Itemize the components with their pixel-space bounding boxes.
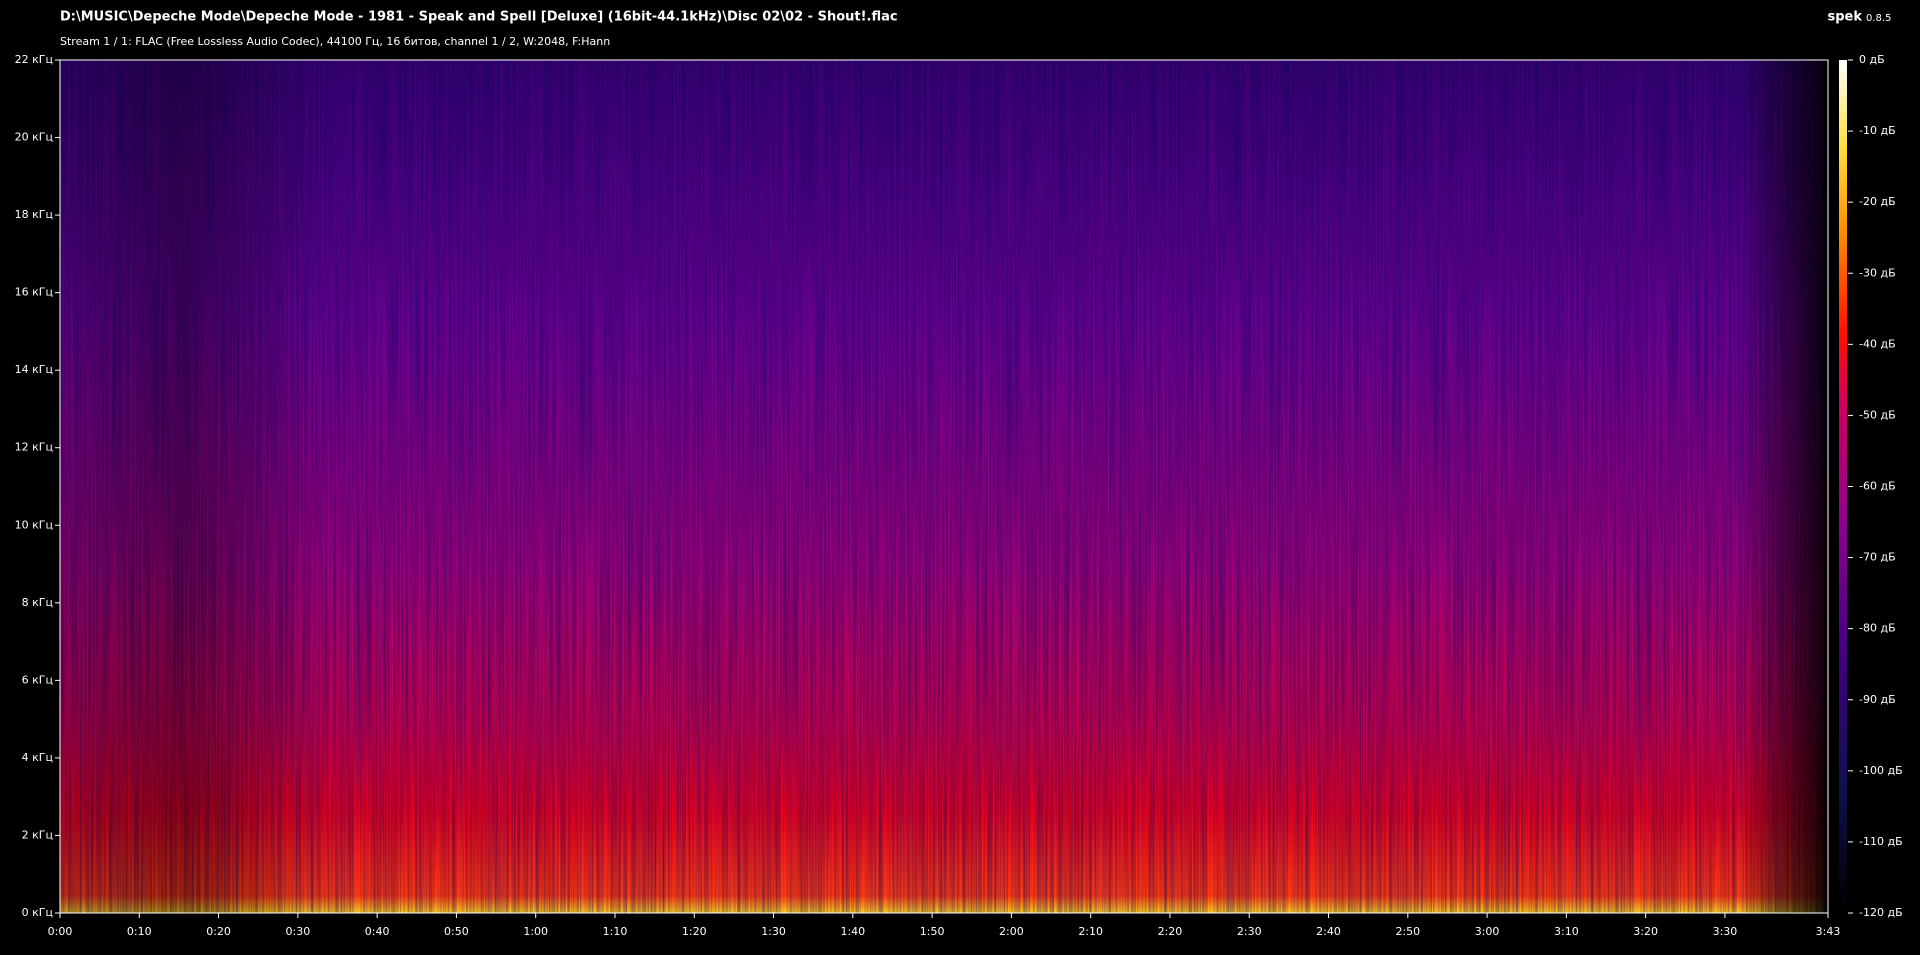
y-tick-label: 20 кГц	[15, 131, 53, 144]
y-tick-label: 14 кГц	[15, 363, 53, 376]
y-tick-label: 4 кГц	[22, 751, 53, 764]
colorbar-tick-label: -100 дБ	[1859, 764, 1903, 777]
stream-info: Stream 1 / 1: FLAC (Free Lossless Audio …	[60, 35, 610, 48]
x-tick-label: 3:43	[1816, 925, 1841, 938]
x-tick-label: 1:50	[920, 925, 945, 938]
y-tick-label: 18 кГц	[15, 208, 53, 221]
x-tick-label: 1:30	[761, 925, 786, 938]
x-tick-label: 1:10	[603, 925, 628, 938]
y-tick-label: 6 кГц	[22, 673, 53, 686]
y-tick-label: 16 кГц	[15, 286, 53, 299]
colorbar-tick-label: 0 дБ	[1859, 53, 1885, 66]
x-tick-label: 2:00	[999, 925, 1024, 938]
colorbar-tick-label: -30 дБ	[1859, 266, 1896, 279]
y-tick-label: 8 кГц	[22, 596, 53, 609]
x-tick-label: 0:30	[285, 925, 310, 938]
colorbar-tick-label: -120 дБ	[1859, 906, 1903, 919]
x-tick-label: 1:00	[523, 925, 548, 938]
colorbar-tick-label: -70 дБ	[1859, 551, 1896, 564]
spectrogram-shade	[60, 60, 1828, 913]
x-tick-label: 2:20	[1158, 925, 1183, 938]
colorbar-tick-label: -80 дБ	[1859, 622, 1896, 635]
colorbar-tick-label: -90 дБ	[1859, 693, 1896, 706]
colorbar-tick-label: -20 дБ	[1859, 195, 1896, 208]
spectrogram	[59, 59, 1829, 914]
x-tick-label: 0:20	[206, 925, 231, 938]
x-tick-label: 3:00	[1475, 925, 1500, 938]
x-tick-label: 3:20	[1633, 925, 1658, 938]
y-tick-label: 10 кГц	[15, 518, 53, 531]
x-tick-label: 0:50	[444, 925, 469, 938]
x-tick-label: 2:30	[1237, 925, 1262, 938]
x-tick-label: 0:40	[365, 925, 390, 938]
x-tick-label: 2:40	[1316, 925, 1341, 938]
colorbar-tick-label: -60 дБ	[1859, 480, 1896, 493]
app-version: 0.8.5	[1866, 13, 1891, 24]
file-title: D:\MUSIC\Depeche Mode\Depeche Mode - 198…	[60, 10, 898, 25]
x-tick-label: 1:20	[682, 925, 707, 938]
colorbar-tick-label: -10 дБ	[1859, 124, 1896, 137]
x-tick-label: 0:10	[127, 925, 152, 938]
plot-frame	[59, 59, 1829, 914]
colorbar-tick-label: -40 дБ	[1859, 337, 1896, 350]
x-tick-label: 3:10	[1554, 925, 1579, 938]
colorbar-tick-label: -110 дБ	[1859, 835, 1903, 848]
x-tick-label: 1:40	[840, 925, 865, 938]
y-tick-label: 2 кГц	[22, 828, 53, 841]
app-name: spek	[1827, 10, 1862, 25]
x-tick-label: 2:10	[1078, 925, 1103, 938]
x-tick-label: 0:00	[48, 925, 73, 938]
y-tick-label: 22 кГц	[15, 53, 53, 66]
x-tick-label: 3:30	[1713, 925, 1738, 938]
colorbar-tick-label: -50 дБ	[1859, 408, 1896, 421]
y-tick-label: 0 кГц	[22, 906, 53, 919]
y-tick-label: 12 кГц	[15, 441, 53, 454]
colorbar	[1839, 60, 1847, 913]
x-tick-label: 2:50	[1395, 925, 1420, 938]
